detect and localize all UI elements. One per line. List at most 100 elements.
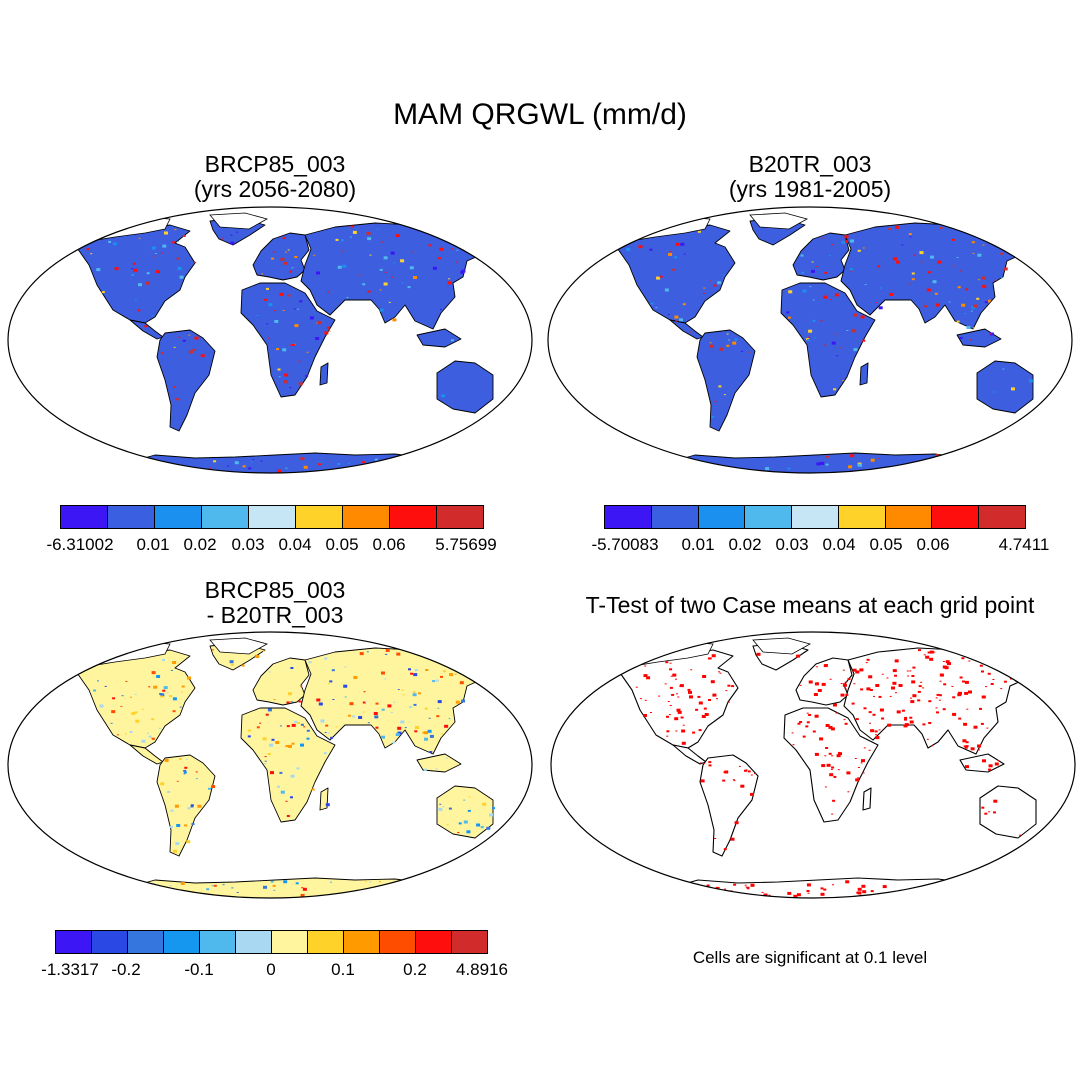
grid-cell [956, 320, 960, 323]
no-data-region [749, 212, 809, 230]
grid-cell [908, 233, 912, 236]
grid-cell [958, 717, 962, 720]
grid-cell [895, 225, 899, 229]
grid-cell [374, 458, 378, 461]
grid-cell [875, 734, 878, 736]
grid-cell [311, 788, 315, 791]
grid-cell [986, 727, 989, 729]
grid-cell [808, 336, 810, 338]
grid-cell [841, 240, 846, 244]
grid-cell [972, 327, 975, 329]
grid-cell [970, 310, 973, 312]
grid-cell [188, 350, 193, 354]
grid-cell [342, 264, 347, 268]
grid-cell [938, 694, 942, 697]
grid-cell [272, 884, 276, 887]
grid-cell [213, 460, 217, 463]
grid-cell [266, 323, 269, 325]
grid-cell [1000, 277, 1003, 279]
grid-cell [283, 380, 288, 384]
grid-cell [191, 823, 195, 825]
grid-cell [892, 681, 897, 685]
grid-cell [823, 664, 828, 668]
grid-cell [675, 242, 680, 246]
grid-cell [146, 272, 150, 275]
grid-cell [256, 726, 260, 729]
grid-cell [944, 666, 949, 670]
grid-cell [935, 454, 940, 458]
grid-cell [267, 753, 271, 755]
grid-cell [176, 824, 181, 827]
grid-cell [927, 651, 931, 654]
grid-cell [182, 339, 186, 342]
grid-cell [99, 704, 104, 708]
grid-cell [723, 394, 726, 396]
grid-cell [267, 708, 272, 712]
grid-cell [844, 688, 847, 690]
grid-cell [823, 888, 827, 891]
grid-cell [366, 651, 369, 653]
grid-cell [424, 731, 429, 735]
grid-cell [857, 891, 862, 895]
grid-cell [987, 299, 991, 302]
grid-cell [692, 731, 696, 734]
grid-cell [959, 337, 963, 339]
grid-cell [672, 673, 677, 677]
grid-cell [702, 292, 705, 294]
grid-cell [280, 257, 285, 261]
grid-cell [971, 241, 975, 244]
grid-cell [300, 723, 304, 726]
grid-cell [120, 705, 123, 707]
grid-cell [395, 234, 400, 238]
grid-cell [262, 737, 267, 741]
grid-cell [968, 660, 971, 662]
grid-cell [401, 689, 404, 691]
grid-cell [178, 336, 181, 338]
panel3-cbar-label: 0 [266, 960, 276, 979]
grid-cell [264, 756, 267, 758]
grid-cell [896, 710, 901, 714]
grid-cell [324, 732, 327, 733]
grid-cell [328, 330, 331, 332]
grid-cell [466, 830, 471, 834]
grid-cell [273, 310, 276, 312]
grid-cell [932, 280, 937, 284]
grid-cell [860, 688, 864, 691]
grid-cell [981, 695, 986, 699]
grid-cell [926, 288, 931, 292]
grid-cell [976, 297, 980, 300]
colorbar-swatch [164, 931, 200, 953]
grid-cell [965, 741, 969, 744]
grid-cell [979, 664, 983, 667]
grid-cell [875, 302, 878, 304]
grid-cell [922, 687, 925, 689]
grid-cell [158, 727, 161, 729]
grid-cell [181, 691, 183, 693]
grid-cell [831, 755, 834, 757]
grid-cell [263, 885, 267, 889]
land-madagascar [859, 362, 869, 386]
grid-cell [655, 307, 658, 309]
grid-cell [741, 350, 743, 352]
grid-cell [273, 699, 276, 700]
grid-cell [863, 707, 867, 710]
grid-cell [133, 268, 138, 272]
grid-cell [397, 726, 402, 730]
grid-cell [982, 759, 986, 763]
grid-cell [337, 265, 342, 269]
grid-cell [874, 730, 878, 733]
grid-cell [134, 693, 137, 695]
grid-cell [151, 718, 155, 721]
colorbar-swatch [200, 931, 236, 953]
grid-cell [857, 463, 862, 467]
grid-cell [270, 771, 274, 775]
grid-cell [945, 660, 950, 664]
grid-cell [329, 680, 333, 683]
grid-cell [683, 253, 686, 255]
grid-cell [441, 394, 446, 398]
grid-cell [697, 695, 701, 698]
grid-cell [926, 738, 929, 740]
grid-cell [677, 696, 680, 698]
grid-cell [379, 268, 383, 271]
grid-cell [145, 281, 150, 285]
